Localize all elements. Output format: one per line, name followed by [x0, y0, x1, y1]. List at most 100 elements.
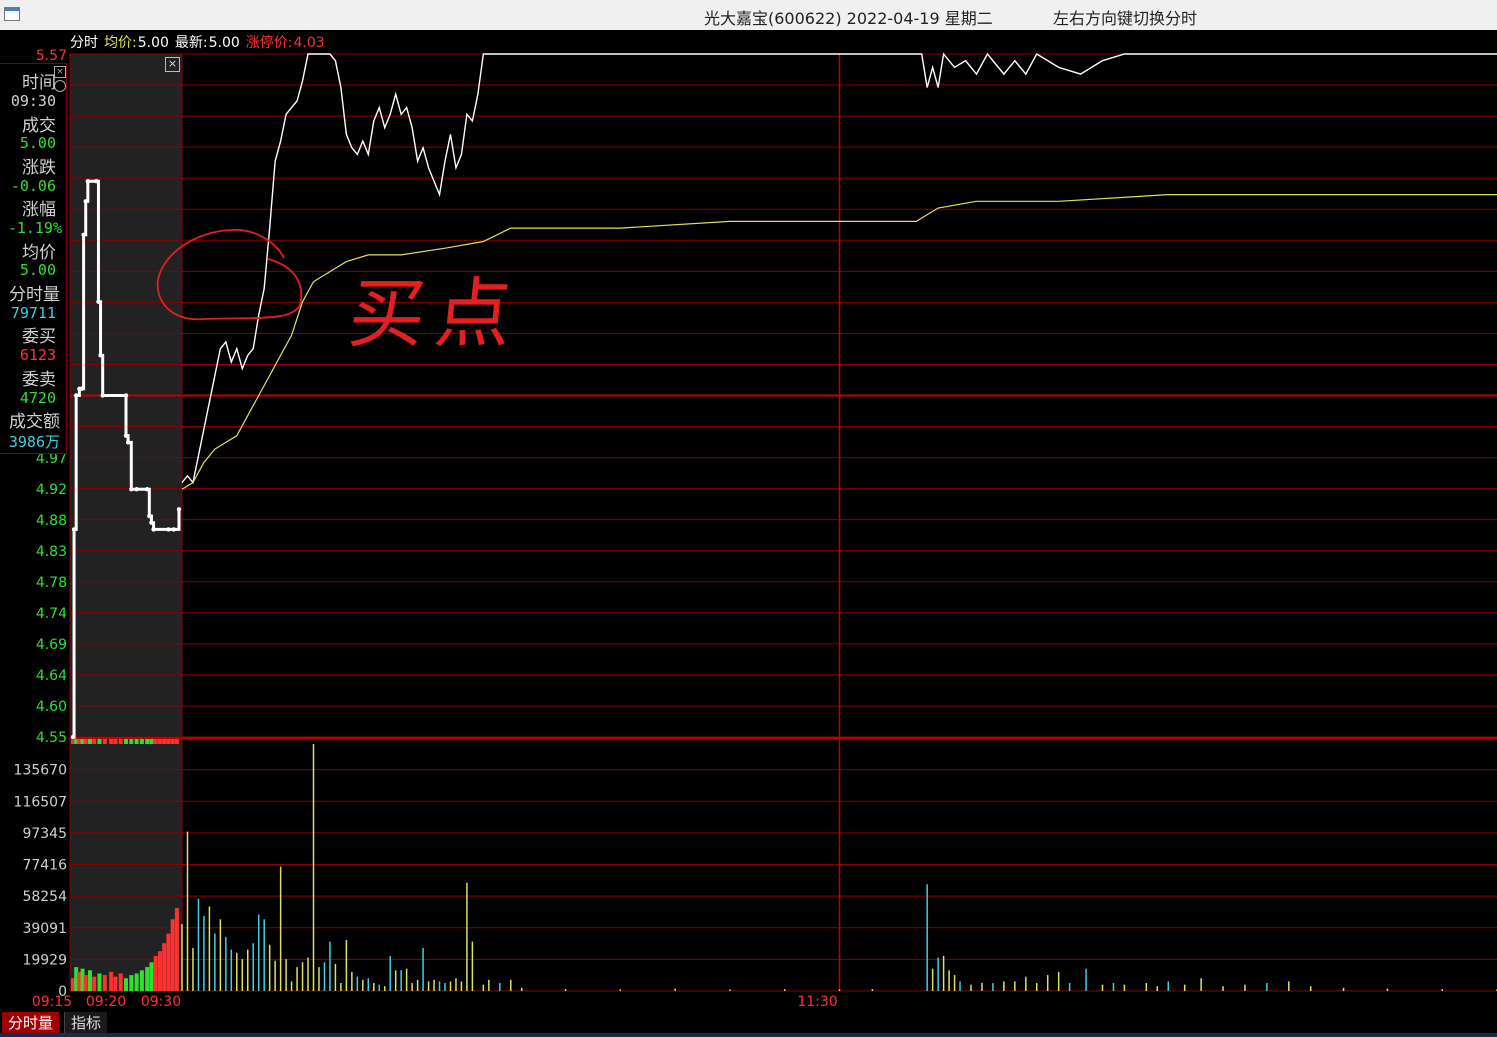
auction-price-point: [176, 507, 182, 512]
annotation-circle: [156, 229, 303, 321]
time-tick: 09:20: [86, 994, 126, 1010]
volume-tick: 19929: [22, 952, 67, 968]
auction-imbalance-bar: [83, 739, 88, 744]
avg-value: 5.00: [19, 261, 56, 279]
auction-price-point: [98, 353, 103, 358]
auction-price-point: [96, 299, 101, 304]
volume-value: 79711: [10, 304, 56, 322]
auction-imbalance-bar: [134, 739, 139, 744]
auction-volume-bar: [139, 970, 144, 991]
auction-volume-bar: [166, 933, 171, 991]
intraday-chart[interactable]: 分时 均价: 5.00 最新: 5.00 涨停价: 4.035.574.974.924.88…: [0, 30, 1497, 1012]
auction-volume-bar: [129, 975, 134, 991]
price-tick: 4.74: [36, 606, 67, 622]
auction-imbalance-bar: [153, 739, 158, 744]
auction-imbalance-bar: [80, 739, 85, 744]
price-tick: 4.83: [36, 544, 67, 560]
price-value: 5.00: [19, 134, 56, 152]
auction-imbalance-bar: [174, 739, 179, 744]
header-last-value: 5.00: [209, 35, 240, 51]
auction-close-icon[interactable]: ×: [165, 57, 180, 72]
auction-imbalance-bar: [145, 739, 150, 744]
price-tick: 4.64: [36, 668, 67, 684]
ask-label: 委卖: [22, 370, 56, 390]
auction-price-point: [151, 527, 156, 532]
auction-volume-bar: [118, 973, 123, 991]
auction-volume-bar: [87, 970, 92, 991]
auction-imbalance-bar: [170, 739, 175, 744]
auction-imbalance-bar: [92, 739, 97, 744]
auction-volume-bar: [153, 955, 158, 991]
window-hint: 左右方向键切换分时: [1053, 9, 1198, 28]
auction-price-point: [134, 487, 139, 492]
auction-price-point: [100, 393, 105, 398]
volume-tick: 0: [58, 984, 67, 1000]
window-titlebar: 光大嘉宝(600622) 2022-04-19 星期二 左右方向键切换分时: [0, 0, 1497, 31]
auction-imbalance-bar: [157, 739, 162, 744]
auction-price-point: [70, 734, 76, 740]
auction-imbalance-bar: [109, 739, 114, 744]
time-tick: 11:30: [797, 994, 837, 1010]
auction-price-point: [85, 179, 91, 184]
app-icon[interactable]: [4, 7, 20, 21]
price-tick: 5.57: [36, 48, 67, 64]
amount-label: 成交额: [9, 412, 60, 432]
auction-volume-bar: [149, 962, 154, 991]
gear-icon[interactable]: [54, 80, 66, 92]
window-title: 光大嘉宝(600622) 2022-04-19 星期二: [704, 9, 993, 28]
auction-price-point: [166, 527, 171, 532]
close-icon[interactable]: ×: [54, 66, 66, 78]
bid-label: 委买: [22, 327, 56, 347]
auction-volume-bar: [170, 919, 175, 991]
avg-label: 均价: [22, 243, 56, 263]
auction-price-point: [73, 393, 79, 398]
price-tick: 4.88: [36, 513, 67, 529]
auction-price-point: [147, 513, 152, 519]
amount-value: 3986万: [8, 433, 60, 451]
auction-imbalance-bar: [166, 739, 171, 744]
header-avg-value: 5.00: [138, 35, 169, 51]
volume-tick: 135670: [14, 763, 67, 779]
auction-imbalance-bar: [74, 739, 79, 744]
auction-imbalance-bar: [118, 739, 123, 744]
volume-tick: 58254: [22, 889, 67, 905]
price-tick: 4.55: [36, 730, 67, 746]
price-tick: 4.78: [36, 575, 67, 591]
price-tick: 4.97: [36, 451, 67, 467]
auction-price-point: [123, 433, 129, 438]
tab-indicator[interactable]: 指标: [64, 1012, 108, 1034]
auction-price-point: [81, 232, 86, 237]
header-limit-label: 涨停价:: [246, 34, 293, 51]
auction-price-point: [79, 386, 84, 392]
header-last-label: 最新:: [175, 35, 208, 51]
auction-volume-bar: [80, 968, 85, 991]
header-label: 分时: [70, 35, 98, 51]
volume-tick: 77416: [22, 858, 67, 874]
auction-imbalance-bar: [124, 739, 128, 744]
handwritten-annotation: 买点: [344, 269, 526, 358]
pct-label: 涨幅: [22, 200, 56, 220]
bid-value: 6123: [19, 346, 56, 364]
auction-volume-bar: [102, 975, 107, 991]
auction-imbalance-bar: [71, 739, 75, 744]
average-line: [181, 194, 1497, 490]
auction-imbalance-bar: [139, 739, 144, 744]
auction-volume-bar: [145, 967, 150, 991]
auction-volume-bar: [134, 973, 139, 991]
auction-volume-bar: [174, 908, 179, 991]
auction-price-point: [129, 487, 134, 492]
ask-value: 4720: [19, 389, 56, 407]
pct-value: -1.19%: [7, 219, 62, 237]
auction-imbalance-bar: [149, 739, 154, 744]
header-avg-label: 均价:: [104, 35, 137, 51]
auction-price-point: [145, 487, 150, 492]
auction-price-point: [149, 520, 154, 525]
volume-tick: 97345: [22, 826, 67, 842]
change-value: -0.06: [10, 177, 56, 195]
time-tick: 09:15: [32, 994, 72, 1010]
auction-volume-bar: [92, 976, 97, 991]
auction-volume-bar: [74, 967, 79, 991]
header-limit-value: 4.03: [294, 35, 325, 51]
tab-volume[interactable]: 分时量: [2, 1012, 60, 1034]
auction-price-point: [94, 179, 99, 184]
